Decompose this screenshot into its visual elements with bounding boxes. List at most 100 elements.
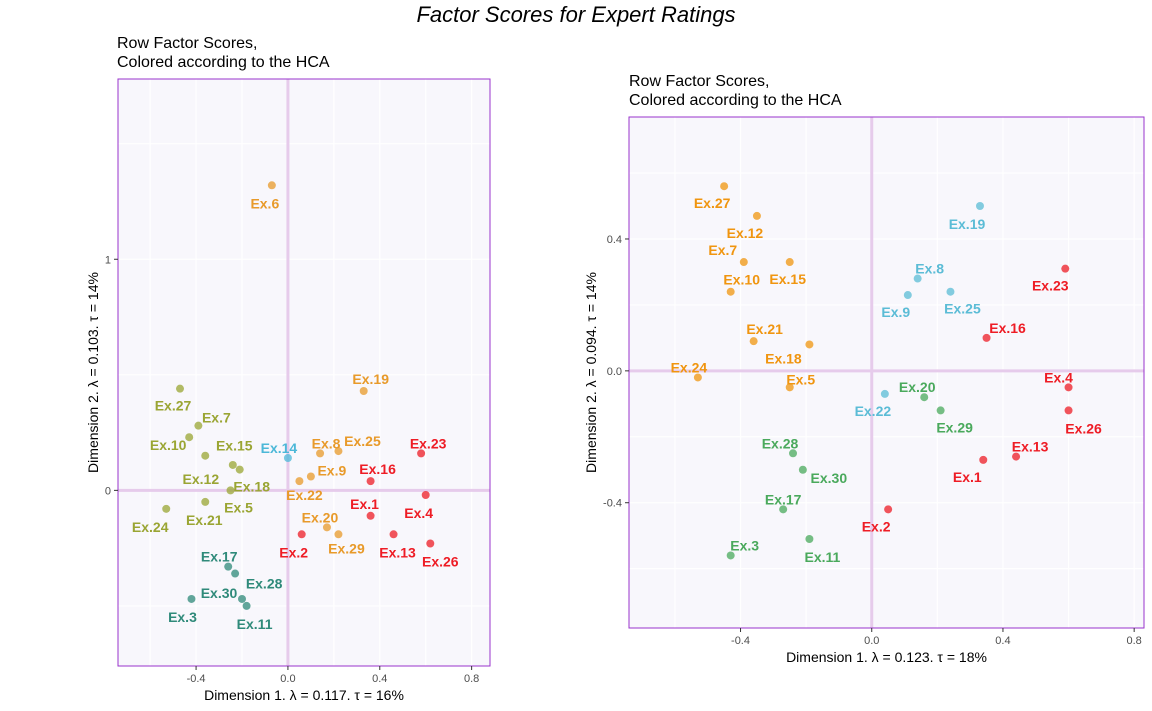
point-ex25 [334,447,343,456]
point-label-ex4: Ex.4 [404,505,433,521]
point-ex24 [693,373,702,382]
point-label-ex1: Ex.1 [953,469,982,485]
point-label-ex9: Ex.9 [317,462,346,478]
point-label-ex16: Ex.16 [989,320,1026,336]
point-label-ex15: Ex.15 [769,271,806,287]
point-label-ex18: Ex.18 [233,479,270,495]
right-panel-border [628,116,1145,629]
point-label-ex12: Ex.12 [183,471,220,487]
point-ex26 [1064,406,1073,415]
point-ex23 [417,449,426,458]
point-label-ex27: Ex.27 [155,398,192,414]
point-label-ex15: Ex.15 [216,438,253,454]
right-y-axis-label: Dimension 2. λ = 0.094. τ = 14% [583,272,599,473]
point-label-ex10: Ex.10 [150,437,187,453]
left-x-tick-label: 0.4 [372,673,387,685]
point-label-ex22: Ex.22 [855,403,892,419]
point-label-ex19: Ex.19 [352,371,389,387]
point-ex2 [297,530,306,539]
point-label-ex27: Ex.27 [694,195,731,211]
point-ex16 [982,333,991,342]
point-ex25 [946,287,955,296]
point-label-ex11: Ex.11 [237,616,273,632]
point-ex5 [785,383,794,392]
point-label-ex20: Ex.20 [899,379,936,395]
point-label-ex18: Ex.18 [765,350,802,366]
point-ex16 [366,477,375,486]
right-panel-background [629,117,1144,628]
point-ex27 [176,384,184,393]
point-label-ex26: Ex.26 [1065,420,1102,436]
point-ex29 [936,406,945,415]
point-ex12 [752,211,761,220]
point-ex3 [726,551,735,560]
left-panel-title: Row Factor Scores, Colored according to … [117,35,330,71]
point-ex17 [224,562,233,571]
point-ex9 [306,472,315,481]
point-ex1 [979,455,988,464]
point-label-ex17: Ex.17 [201,549,238,565]
left-x-axis-label: Dimension 1. λ = 0.117. τ = 16% [204,687,404,703]
point-ex21 [749,337,758,346]
point-label-ex13: Ex.13 [379,544,416,560]
point-label-ex20: Ex.20 [302,509,339,525]
right-y-tick-label: 0.0 [607,366,622,378]
point-label-ex5: Ex.5 [224,499,253,515]
left-panel: -0.4 0.0 0.4 0.8 0 1 Dimension 1. λ = 0.117. τ… [85,78,491,703]
point-label-ex11: Ex.11 [804,549,840,565]
point-ex22 [880,389,889,398]
point-label-ex3: Ex.3 [730,537,759,553]
point-label-ex12: Ex.12 [727,225,764,241]
point-label-ex29: Ex.29 [936,419,973,435]
point-ex4 [1064,383,1073,392]
point-ex5 [226,486,235,495]
point-ex3 [187,594,196,603]
point-ex22 [295,477,304,486]
point-label-ex23: Ex.23 [410,435,447,451]
point-label-ex24: Ex.24 [671,359,708,375]
right-x-tick-label: 0.4 [995,635,1010,647]
left-panel-background [118,79,490,666]
point-ex4 [421,490,430,499]
left-y-axis-label: Dimension 2. λ = 0.103. τ = 14% [85,272,101,473]
point-label-ex7: Ex.7 [202,410,231,426]
point-label-ex2: Ex.2 [862,518,891,534]
right-panel: -0.4 0.0 0.4 0.8 -0.4 0.0 0.4 Dimension 1. λ = … [583,116,1145,665]
point-ex11 [805,534,814,543]
point-ex15 [201,451,210,460]
point-label-ex3: Ex.3 [168,609,197,625]
point-ex19 [359,386,368,395]
point-ex13 [389,530,398,539]
right-y-tick-label: 0.4 [607,234,622,246]
point-label-ex29: Ex.29 [328,540,365,556]
point-ex14 [283,454,292,463]
right-y-tick-label: -0.4 [603,498,622,510]
left-x-tick-label: -0.4 [187,673,206,685]
point-ex9 [903,291,912,300]
point-label-ex2: Ex.2 [279,544,308,560]
point-label-ex8: Ex.8 [312,435,341,451]
point-ex29 [334,530,343,539]
right-x-axis-label: Dimension 1. λ = 0.123. τ = 18% [786,649,987,665]
right-panel-title: Row Factor Scores, Colored according to … [629,73,842,109]
point-ex30 [798,465,807,474]
point-ex12 [228,460,237,469]
point-ex24 [162,504,171,513]
point-ex2 [884,505,893,514]
left-panel-border [117,78,491,667]
right-x-tick-label: 0.0 [864,635,879,647]
point-label-ex5: Ex.5 [786,371,815,387]
point-ex17 [779,505,788,514]
point-label-ex6: Ex.6 [250,195,279,211]
point-label-ex10: Ex.10 [723,272,760,288]
point-ex23 [1061,264,1070,273]
point-ex28 [231,569,240,578]
point-label-ex1: Ex.1 [350,496,379,512]
point-ex26 [426,539,435,548]
point-ex20 [322,523,331,532]
point-ex30 [238,594,246,603]
point-label-ex28: Ex.28 [762,435,799,451]
point-ex8 [316,449,325,458]
point-ex27 [720,182,729,191]
